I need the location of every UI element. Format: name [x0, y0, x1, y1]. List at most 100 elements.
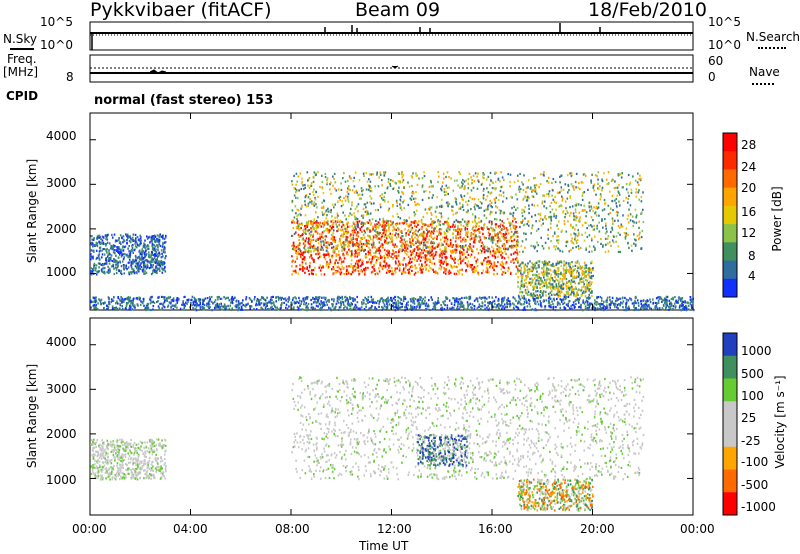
power-data-cell — [509, 224, 511, 227]
power-data-cell — [372, 228, 374, 231]
power-data-cell — [357, 231, 359, 234]
power-data-cell — [520, 221, 522, 224]
power-data-cell — [531, 189, 534, 192]
power-data-cell — [416, 246, 418, 249]
power-data-cell — [392, 225, 395, 228]
power-data-cell — [365, 309, 368, 312]
power-data-cell — [357, 210, 359, 213]
power-data-cell — [504, 247, 506, 250]
power-data-cell — [382, 243, 384, 246]
power-data-cell — [523, 265, 526, 268]
power-data-cell — [158, 238, 161, 241]
power-data-cell — [307, 184, 309, 187]
power-data-cell — [426, 250, 429, 253]
power-data-cell — [120, 265, 123, 268]
power-data-cell — [372, 236, 375, 239]
power-data-cell — [443, 223, 445, 226]
power-data-cell — [510, 253, 512, 256]
power-data-cell — [548, 261, 551, 264]
power-data-cell — [303, 187, 305, 191]
power-data-cell — [514, 231, 516, 234]
power-data-cell — [249, 298, 252, 301]
power-data-cell — [146, 245, 148, 248]
power-data-cell — [442, 252, 445, 255]
power-data-cell — [313, 204, 316, 207]
power-data-cell — [463, 245, 465, 248]
power-data-cell — [590, 237, 593, 240]
power-data-cell — [398, 222, 401, 225]
power-data-cell — [345, 238, 347, 241]
power-data-cell — [315, 191, 317, 194]
power-data-cell — [335, 245, 337, 248]
power-data-cell — [603, 300, 605, 303]
power-data-cell — [158, 260, 160, 263]
power-data-cell — [127, 236, 129, 239]
power-data-cell — [429, 266, 431, 269]
power-data-cell — [475, 266, 477, 269]
power-data-cell — [503, 296, 506, 299]
power-data-cell — [139, 253, 142, 256]
power-data-cell — [362, 189, 364, 192]
power-data-cell — [581, 209, 584, 212]
power-data-cell — [376, 231, 379, 234]
power-data-cell — [352, 221, 355, 224]
power-data-cell — [541, 267, 543, 270]
power-data-cell — [105, 257, 108, 260]
power-data-cell — [440, 212, 442, 215]
power-data-cell — [434, 220, 437, 224]
power-data-cell — [311, 269, 313, 272]
power-data-cell — [535, 309, 538, 312]
power-data-cell — [477, 273, 480, 276]
power-data-cell — [291, 209, 294, 212]
power-data-cell — [317, 242, 320, 245]
power-data-cell — [495, 187, 497, 190]
power-data-cell — [346, 239, 348, 242]
power-data-cell — [404, 220, 406, 223]
power-data-cell — [372, 241, 375, 244]
power-data-cell — [577, 203, 580, 206]
power-data-cell — [400, 262, 402, 265]
power-data-cell — [516, 251, 518, 254]
power-data-cell — [364, 255, 367, 258]
power-data-cell — [553, 269, 556, 272]
power-data-cell — [346, 190, 349, 193]
power-data-cell — [575, 202, 578, 205]
power-data-cell — [425, 267, 428, 270]
power-data-cell — [397, 227, 399, 230]
power-data-cell — [630, 188, 633, 191]
power-data-cell — [556, 279, 559, 282]
power-data-cell — [666, 298, 668, 301]
power-data-cell — [347, 270, 349, 273]
power-data-cell — [635, 239, 637, 242]
power-data-cell — [316, 219, 318, 223]
power-data-cell — [473, 241, 476, 244]
power-data-cell — [140, 242, 142, 245]
power-data-cell — [386, 249, 388, 253]
power-data-cell — [567, 291, 569, 294]
power-data-cell — [330, 226, 332, 229]
power-data-cell — [578, 218, 581, 221]
power-data-cell — [471, 182, 473, 185]
power-data-cell — [407, 255, 410, 258]
power-data-cell — [545, 280, 547, 284]
power-data-cell — [589, 268, 592, 271]
power-data-cell — [482, 173, 485, 176]
power-data-cell — [327, 207, 329, 210]
power-data-cell — [508, 245, 511, 248]
power-data-cell — [475, 262, 478, 265]
power-data-cell — [120, 296, 122, 299]
power-data-cell — [574, 268, 577, 271]
power-data-cell — [119, 234, 122, 237]
power-data-cell — [496, 236, 499, 240]
power-data-cell — [442, 177, 445, 180]
power-data-cell — [522, 189, 525, 192]
power-data-cell — [516, 235, 519, 238]
power-data-cell — [376, 171, 378, 174]
power-data-cell — [405, 234, 407, 237]
power-data-cell — [342, 223, 345, 227]
power-data-cell — [376, 232, 379, 235]
power-data-cell — [336, 229, 339, 232]
power-data-cell — [291, 273, 293, 276]
power-data-cell — [368, 219, 371, 222]
power-data-cell — [366, 221, 368, 224]
